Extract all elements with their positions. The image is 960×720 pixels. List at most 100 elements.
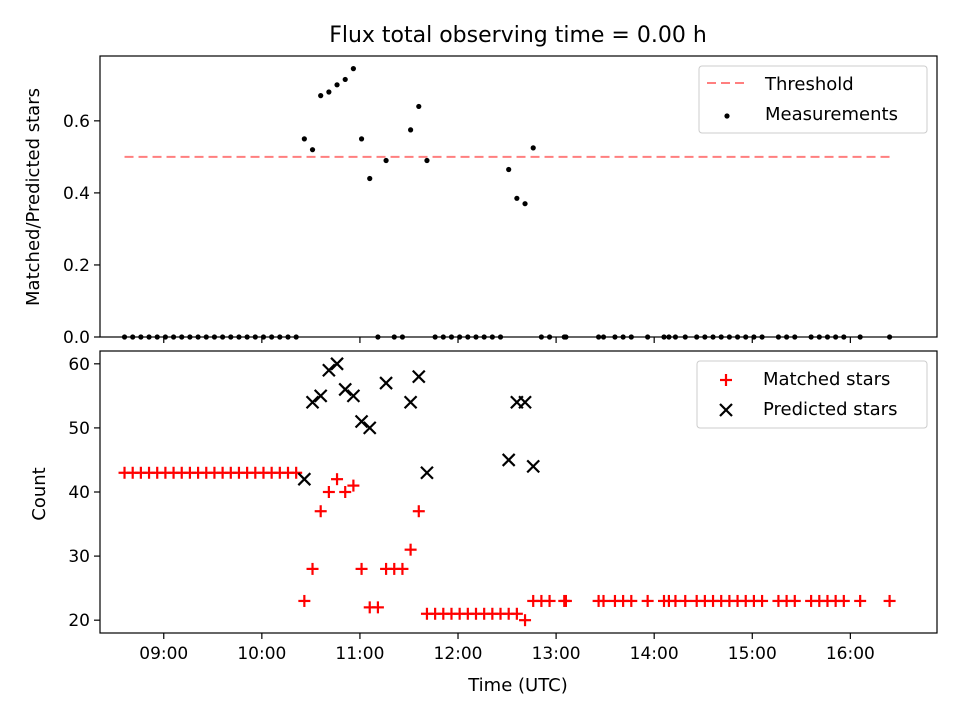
- predicted-star-point: [412, 369, 426, 384]
- measurement-point: [694, 334, 700, 340]
- measurement-point: [489, 334, 495, 340]
- measurement-point: [824, 334, 831, 340]
- bottom-x-ticks: 09:00 10:00 11:00 12:00 13:00 14:00 15:00 16:00: [139, 633, 875, 664]
- matched-star-point: [837, 594, 850, 607]
- predicted-star-point: [313, 389, 328, 403]
- measurement-point: [154, 334, 160, 340]
- bottom-y-tick-label: 60: [68, 355, 90, 375]
- measurement-point: [358, 136, 365, 142]
- predicted-star-point: [403, 395, 418, 410]
- measurement-point: [285, 334, 291, 340]
- measurement-point: [334, 82, 340, 88]
- matched-star-point: [625, 594, 638, 607]
- measurement-point: [841, 334, 847, 340]
- measurement-point: [318, 93, 324, 99]
- matched-star-point: [371, 601, 384, 614]
- measurement-point: [600, 334, 607, 340]
- predicted-star-point: [420, 465, 434, 480]
- predicted-star-point: [297, 472, 312, 486]
- measurement-point: [620, 334, 626, 340]
- measurement-point: [162, 334, 168, 340]
- measurement-point: [408, 127, 414, 133]
- top-y-tick-label: 0.4: [63, 184, 90, 204]
- legend-matched-label: Matched stars: [763, 369, 890, 390]
- measurement-point: [473, 334, 479, 340]
- measurement-point: [465, 334, 471, 340]
- matched-star-point: [883, 594, 896, 607]
- x-tick-label: 09:00: [139, 644, 188, 664]
- measurement-point: [530, 145, 536, 151]
- measurement-point: [187, 334, 193, 340]
- matched-star-point: [331, 473, 344, 486]
- measurement-point: [179, 334, 185, 340]
- matched-star-point: [396, 562, 409, 575]
- matched-star-point: [543, 594, 556, 607]
- bottom-y-tick-label: 30: [68, 547, 90, 567]
- matched-star-point: [412, 505, 425, 518]
- measurement-point: [661, 334, 667, 340]
- measurement-point: [170, 334, 177, 340]
- measurement-point: [522, 201, 528, 207]
- measurement-point: [138, 334, 144, 340]
- legend-predicted-swatch: [719, 403, 733, 417]
- predicted-star-point: [526, 459, 540, 474]
- top-y-ticks: 0.0 0.2 0.4 0.6: [63, 112, 100, 348]
- measurement-point: [130, 334, 136, 340]
- measurement-point: [220, 334, 226, 340]
- measurement-point: [236, 334, 242, 340]
- measurement-point: [309, 147, 316, 153]
- measurement-point: [682, 334, 688, 340]
- matched-star-point: [290, 466, 303, 479]
- measurement-point: [146, 334, 152, 340]
- measurement-point: [211, 334, 218, 340]
- measurement-point: [546, 334, 553, 340]
- measurement-point: [726, 334, 732, 340]
- matched-star-point: [355, 562, 368, 575]
- measurement-point: [326, 89, 332, 95]
- measurement-point: [383, 157, 389, 164]
- top-y-tick-label: 0.0: [63, 328, 90, 348]
- measurement-point: [710, 334, 716, 340]
- bottom-y-axis-label: Count: [29, 467, 50, 520]
- measurement-point: [252, 334, 258, 340]
- legend-measurements-label: Measurements: [765, 104, 898, 125]
- measurement-point: [506, 166, 512, 173]
- predicted-star-point: [305, 395, 320, 410]
- matched-star-point: [306, 562, 319, 575]
- measurement-point: [391, 334, 397, 340]
- top-y-axis-label: Matched/Predicted stars: [23, 88, 44, 306]
- measurement-point: [424, 157, 430, 164]
- measurement-point: [481, 334, 487, 340]
- measurement-point: [718, 334, 724, 340]
- measurement-point: [857, 334, 863, 340]
- x-tick-label: 13:00: [532, 644, 581, 664]
- measurement-point: [440, 334, 446, 340]
- matched-star-point: [641, 594, 654, 607]
- measurement-point: [203, 334, 209, 340]
- measurement-point: [260, 334, 267, 340]
- matched-star-point: [679, 594, 692, 607]
- bottom-panel: 20 30 40 50 60 09:00 10:00 11:00 12:00 13:00 14:0…: [29, 350, 938, 696]
- matched-star-point: [314, 505, 327, 518]
- matched-star-point: [788, 594, 801, 607]
- measurement-point: [751, 334, 757, 340]
- matched-star-point: [854, 594, 867, 607]
- measurement-point: [342, 76, 348, 83]
- legend-predicted-marker: [719, 403, 733, 417]
- measurement-point: [628, 334, 634, 340]
- measurement-point: [759, 334, 765, 340]
- measurements-series: [121, 66, 893, 340]
- measurement-point: [269, 334, 275, 340]
- matched-star-point: [559, 594, 572, 607]
- measurement-point: [121, 334, 128, 340]
- measurement-point: [293, 334, 299, 340]
- legend-threshold-label: Threshold: [764, 74, 854, 95]
- x-tick-label: 11:00: [335, 644, 384, 664]
- predicted-star-point: [362, 421, 377, 435]
- measurement-point: [563, 334, 569, 340]
- matched-stars-series: [118, 466, 896, 627]
- legend-matched-swatch: [720, 374, 732, 386]
- measurement-point: [457, 334, 463, 340]
- bottom-y-ticks: 20 30 40 50 60: [68, 355, 100, 631]
- legend-predicted-label: Predicted stars: [763, 399, 897, 420]
